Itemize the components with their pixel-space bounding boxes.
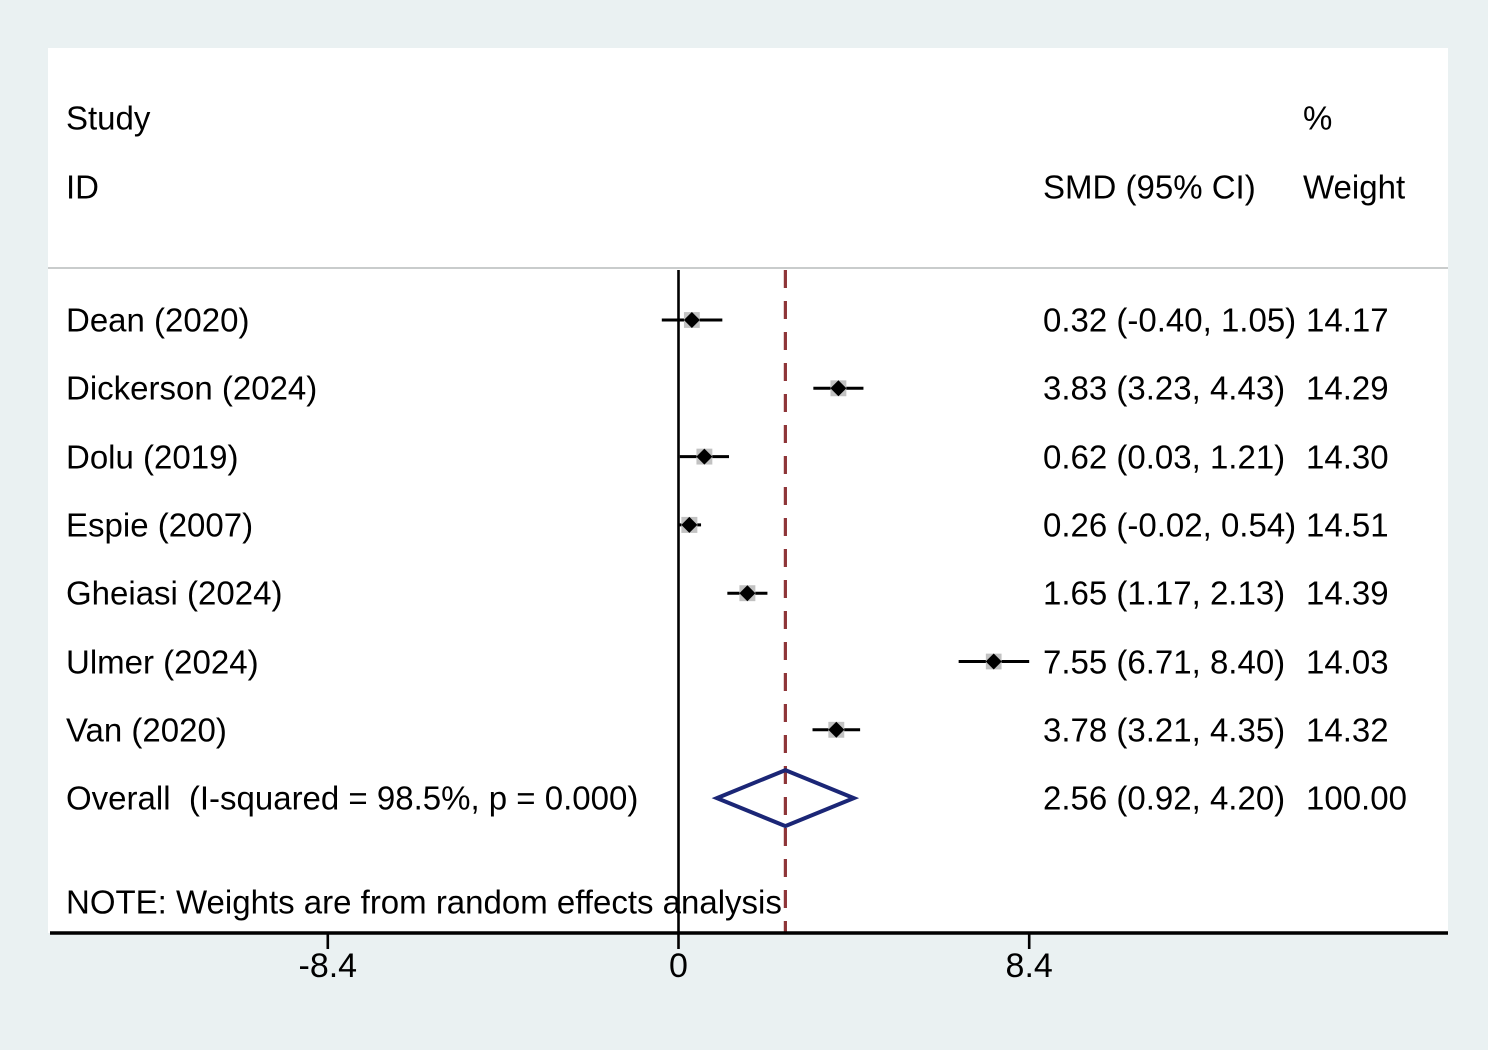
point-estimate-diamond: [828, 721, 845, 738]
study-smd-ci: 3.78 (3.21, 4.35): [1043, 711, 1286, 749]
study-weight: 14.03: [1306, 643, 1389, 680]
overall-weight: 100.00: [1306, 779, 1407, 817]
study-smd-ci: 1.65 (1.17, 2.13): [1043, 574, 1286, 612]
overall-smd-ci: 2.56 (0.92, 4.20): [1043, 779, 1286, 817]
study-smd-ci: 3.83 (3.23, 4.43): [1043, 369, 1286, 407]
smd-ci-header: SMD (95% CI): [1043, 168, 1256, 206]
study-weight: 14.32: [1306, 711, 1389, 749]
overall-diamond: [711, 767, 860, 829]
study-label: Dean (2020): [66, 301, 250, 339]
study-label: Ulmer (2024): [66, 643, 259, 680]
study-smd-ci: 0.62 (0.03, 1.21): [1043, 438, 1286, 476]
study-weight: 14.17: [1306, 301, 1389, 339]
weight-header: Weight: [1303, 168, 1406, 206]
study-weight: 14.30: [1306, 438, 1389, 476]
study-label: Van (2020): [66, 711, 227, 749]
x-tick-label: 0: [669, 947, 688, 985]
study-label: Dolu (2019): [66, 438, 239, 476]
note-text: NOTE: Weights are from random effects an…: [66, 883, 782, 921]
x-tick-label: -8.4: [298, 947, 358, 985]
percent-header: %: [1303, 99, 1333, 137]
point-estimate-diamond: [739, 585, 756, 602]
study-weight: 14.51: [1306, 506, 1389, 544]
study-weight: 14.29: [1306, 369, 1389, 407]
id-header: ID: [66, 168, 99, 206]
point-estimate-diamond: [683, 312, 700, 328]
point-estimate-diamond: [681, 516, 698, 533]
study-smd-ci: 0.26 (-0.02, 0.54): [1043, 506, 1297, 544]
study-label: Espie (2007): [66, 506, 254, 544]
point-estimate-diamond: [830, 380, 847, 397]
study-weight: 14.39: [1306, 574, 1389, 612]
point-estimate-diamond: [985, 653, 1002, 670]
study-label: Gheiasi (2024): [66, 574, 283, 612]
study-smd-ci: 0.32 (-0.40, 1.05): [1043, 301, 1297, 339]
study-smd-ci: 7.55 (6.71, 8.40): [1043, 643, 1286, 680]
study-header: Study: [66, 99, 151, 137]
study-label: Dickerson (2024): [66, 369, 318, 407]
overall-label: Overall (I-squared = 98.5%, p = 0.000): [66, 779, 639, 817]
x-tick-label: 8.4: [1005, 947, 1053, 985]
point-estimate-diamond: [696, 448, 713, 465]
